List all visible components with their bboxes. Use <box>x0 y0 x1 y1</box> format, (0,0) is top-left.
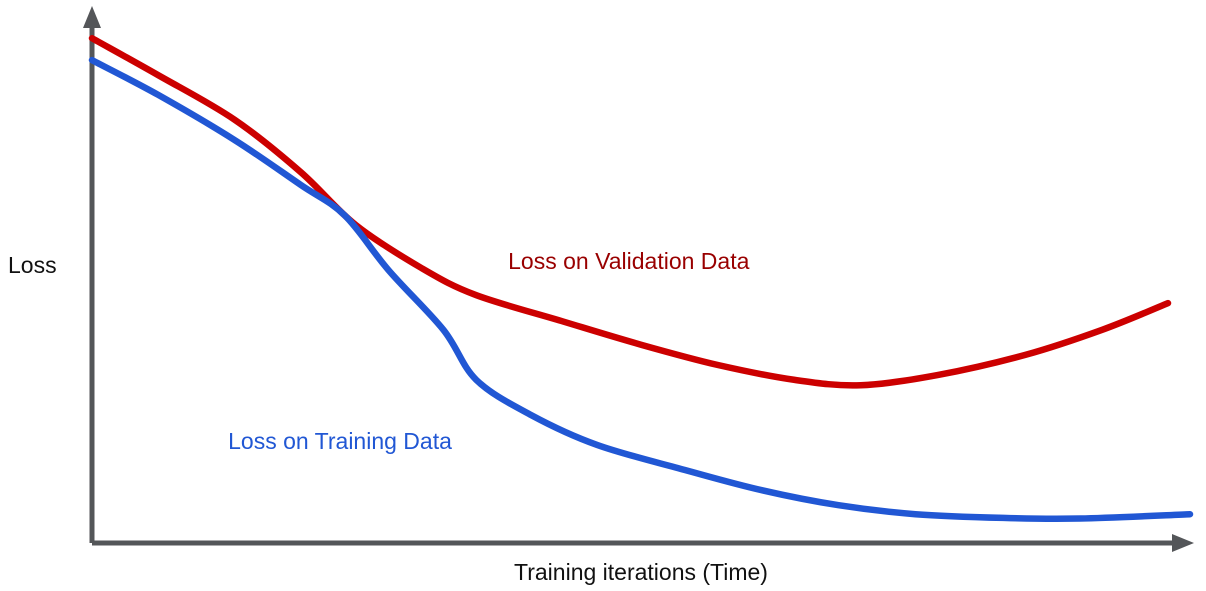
training-series-label: Loss on Training Data <box>228 427 452 454</box>
training-loss-curve <box>88 56 1194 523</box>
validation-series-label: Loss on Validation Data <box>508 248 750 275</box>
y-axis-label: Loss <box>8 252 57 278</box>
x-axis-arrowhead <box>1172 534 1194 552</box>
validation-loss-curve <box>88 34 1172 389</box>
x-axis-label: Training iterations (Time) <box>514 559 768 585</box>
y-axis-arrowhead <box>83 6 101 28</box>
